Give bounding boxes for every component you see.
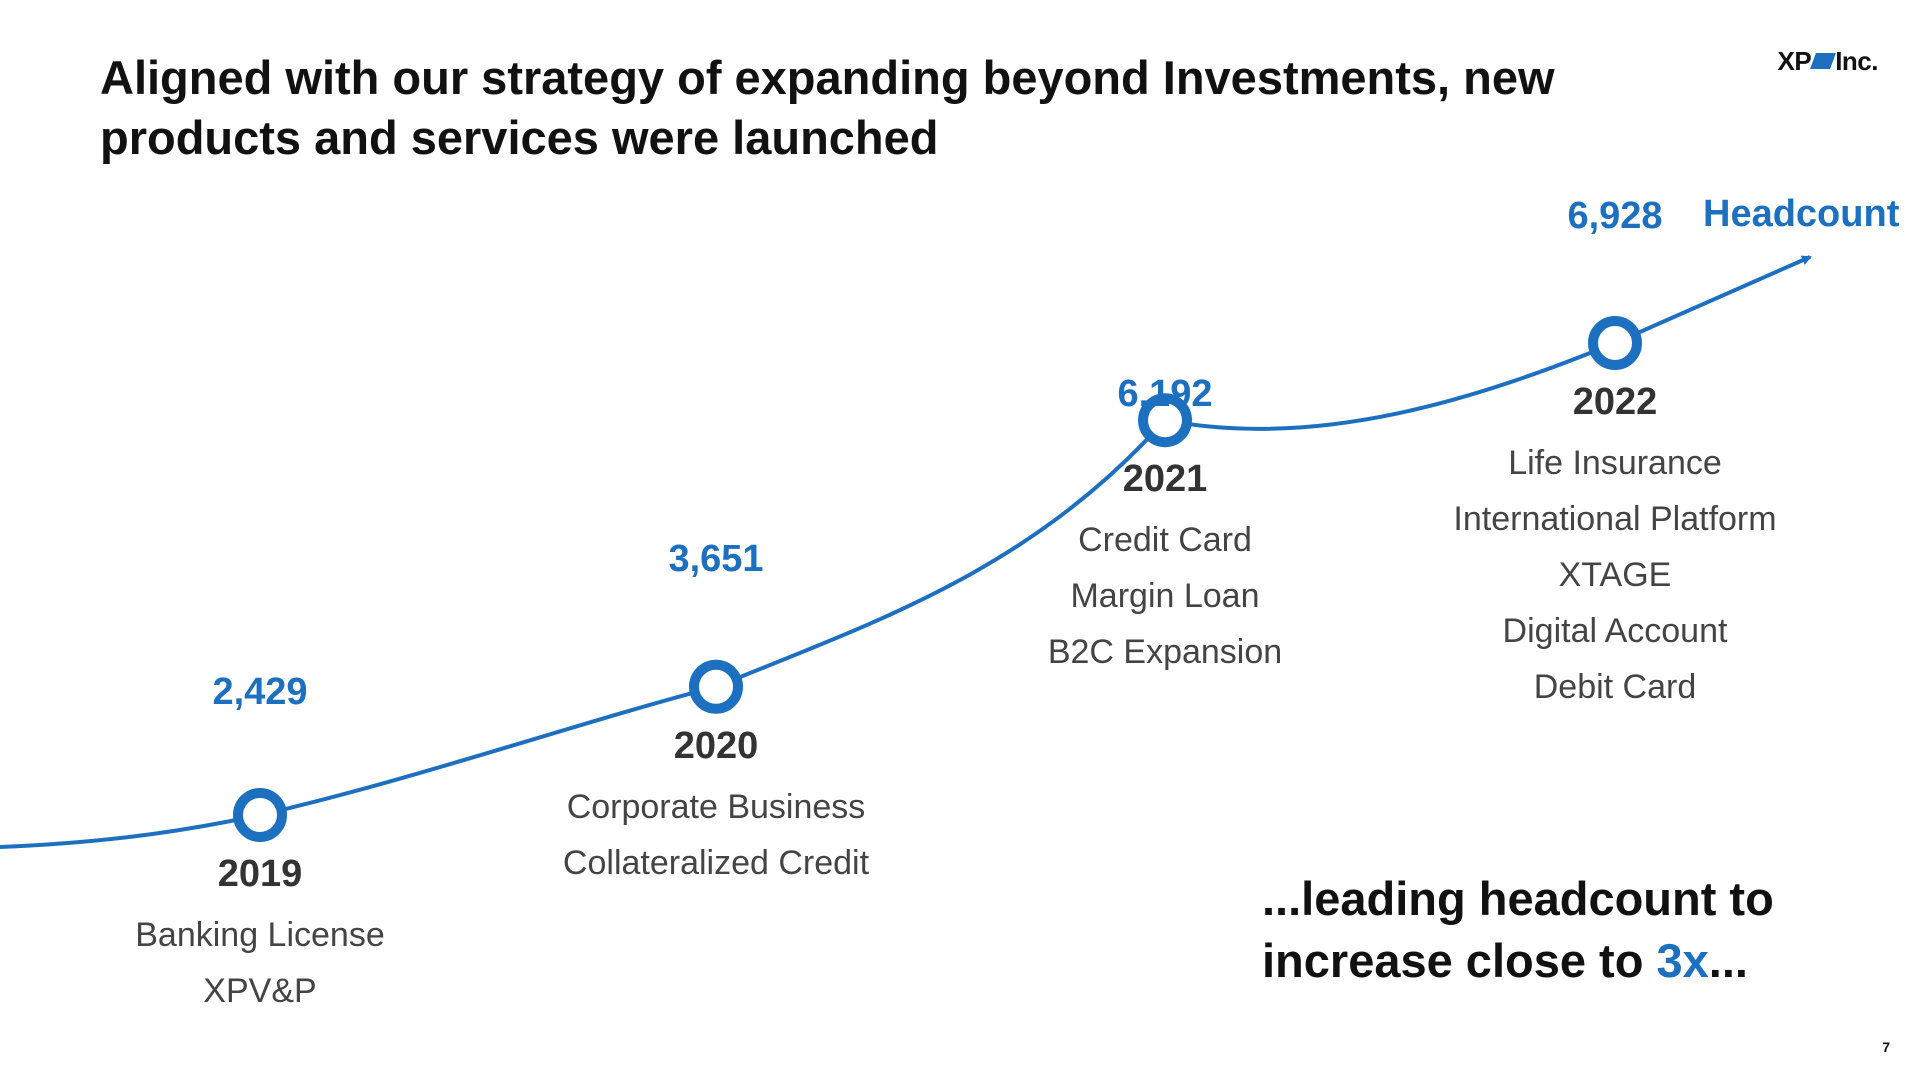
page-number: 7	[1882, 1039, 1890, 1055]
launch-item: Digital Account	[1503, 612, 1728, 650]
year-label: 2019	[218, 853, 303, 895]
launch-item: Life Insurance	[1508, 444, 1722, 482]
launch-item: XPV&P	[203, 972, 316, 1010]
launch-item: Debit Card	[1534, 668, 1697, 706]
series-label-headcount: Headcount	[1703, 193, 1900, 235]
headcount-series-line	[0, 255, 1812, 849]
data-point-marker	[689, 659, 743, 714]
tagline-accent: 3x	[1656, 934, 1709, 987]
logo-text-right: Inc.	[1835, 45, 1878, 76]
launch-item: Collateralized Credit	[563, 844, 870, 882]
data-point-marker	[233, 788, 287, 842]
tagline-line-2: increase close to 3x...	[1262, 930, 1774, 992]
tagline-prefix: increase close to	[1262, 934, 1657, 987]
year-label: 2022	[1573, 381, 1658, 423]
data-value-label: 2,429	[212, 671, 307, 713]
launch-item: Margin Loan	[1070, 577, 1259, 615]
headcount-tagline: ...leading headcount to increase close t…	[1262, 868, 1774, 992]
year-label: 2021	[1123, 458, 1208, 500]
launch-item: Credit Card	[1078, 521, 1252, 559]
launch-item: B2C Expansion	[1048, 633, 1282, 671]
logo-text-left: XP	[1777, 45, 1812, 76]
launch-item: Banking License	[135, 916, 385, 954]
page-title: Aligned with our strategy of expanding b…	[100, 51, 1555, 164]
data-point-marker	[1588, 316, 1642, 370]
data-value-label: 6,192	[1117, 373, 1212, 415]
data-point-marker	[1138, 393, 1192, 448]
company-logo: XP Inc.	[1777, 44, 1879, 78]
year-label: 2020	[674, 725, 759, 767]
tagline-line-1: ...leading headcount to	[1262, 872, 1774, 925]
data-value-label: 3,651	[668, 538, 763, 580]
launch-item: XTAGE	[1559, 556, 1672, 594]
launch-item: International Platform	[1453, 500, 1776, 538]
data-value-label: 6,928	[1567, 195, 1662, 237]
launch-item: Corporate Business	[567, 788, 866, 826]
tagline-suffix: ...	[1708, 934, 1748, 987]
